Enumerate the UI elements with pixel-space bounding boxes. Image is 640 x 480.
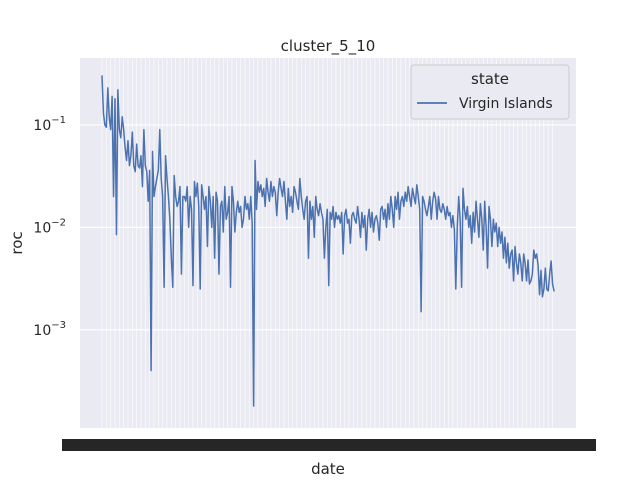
- x-axis-label: date: [311, 460, 345, 478]
- legend-entry-virgin-islands: Virgin Islands: [459, 96, 553, 112]
- x-tick-label-overlap: [62, 439, 596, 451]
- series-line-virgin-islands: [101, 75, 555, 407]
- chart-title: cluster_5_10: [281, 37, 376, 56]
- y-axis-ticks: 10−3 10−2 10−1: [33, 115, 66, 339]
- y-tick-label: 10−3: [33, 320, 66, 339]
- y-axis-label: roc: [8, 231, 26, 254]
- y-tick-label: 10−2: [33, 217, 66, 236]
- legend-title: state: [471, 70, 509, 88]
- x-axis-tick-labels: [62, 439, 596, 451]
- legend-box: [410, 64, 570, 120]
- legend: state Virgin Islands: [410, 64, 570, 120]
- y-tick-label: 10−1: [33, 115, 66, 134]
